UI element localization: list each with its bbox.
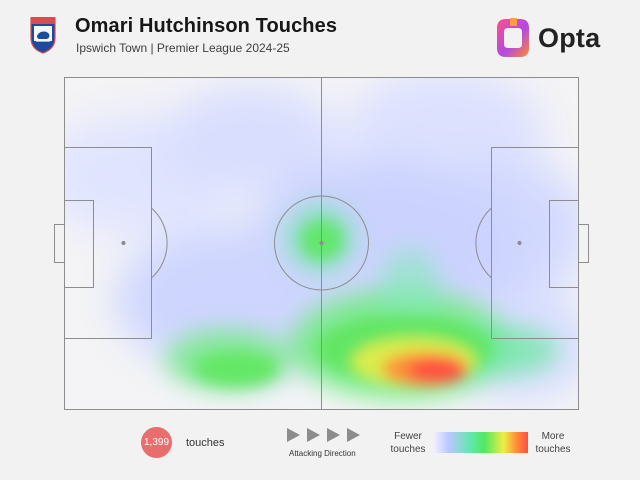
- touch-count-label: touches: [186, 437, 225, 449]
- touch-count-badge: 1,399: [141, 427, 172, 458]
- opta-logo-icon: [497, 18, 529, 57]
- legend-more-label: More touches: [535, 431, 571, 455]
- page-subtitle: Ipswich Town | Premier League 2024-25: [76, 41, 290, 55]
- club-crest-icon: [30, 17, 56, 54]
- attacking-direction-arrows: [287, 428, 360, 442]
- heatmap-layer: [64, 77, 578, 409]
- pitch-lines: [54, 77, 589, 410]
- play-arrow-icon: [327, 428, 340, 442]
- play-arrow-icon: [347, 428, 360, 442]
- page-title: Omari Hutchinson Touches: [75, 15, 338, 37]
- brand-name: Opta: [538, 23, 601, 53]
- brand-logo: Opta: [496, 18, 614, 60]
- legend-fewer-label: Fewer touches: [390, 431, 426, 455]
- attacking-direction-label: Attacking Direction: [289, 449, 356, 458]
- play-arrow-icon: [287, 428, 300, 442]
- density-legend-bar: [434, 432, 528, 453]
- play-arrow-icon: [307, 428, 320, 442]
